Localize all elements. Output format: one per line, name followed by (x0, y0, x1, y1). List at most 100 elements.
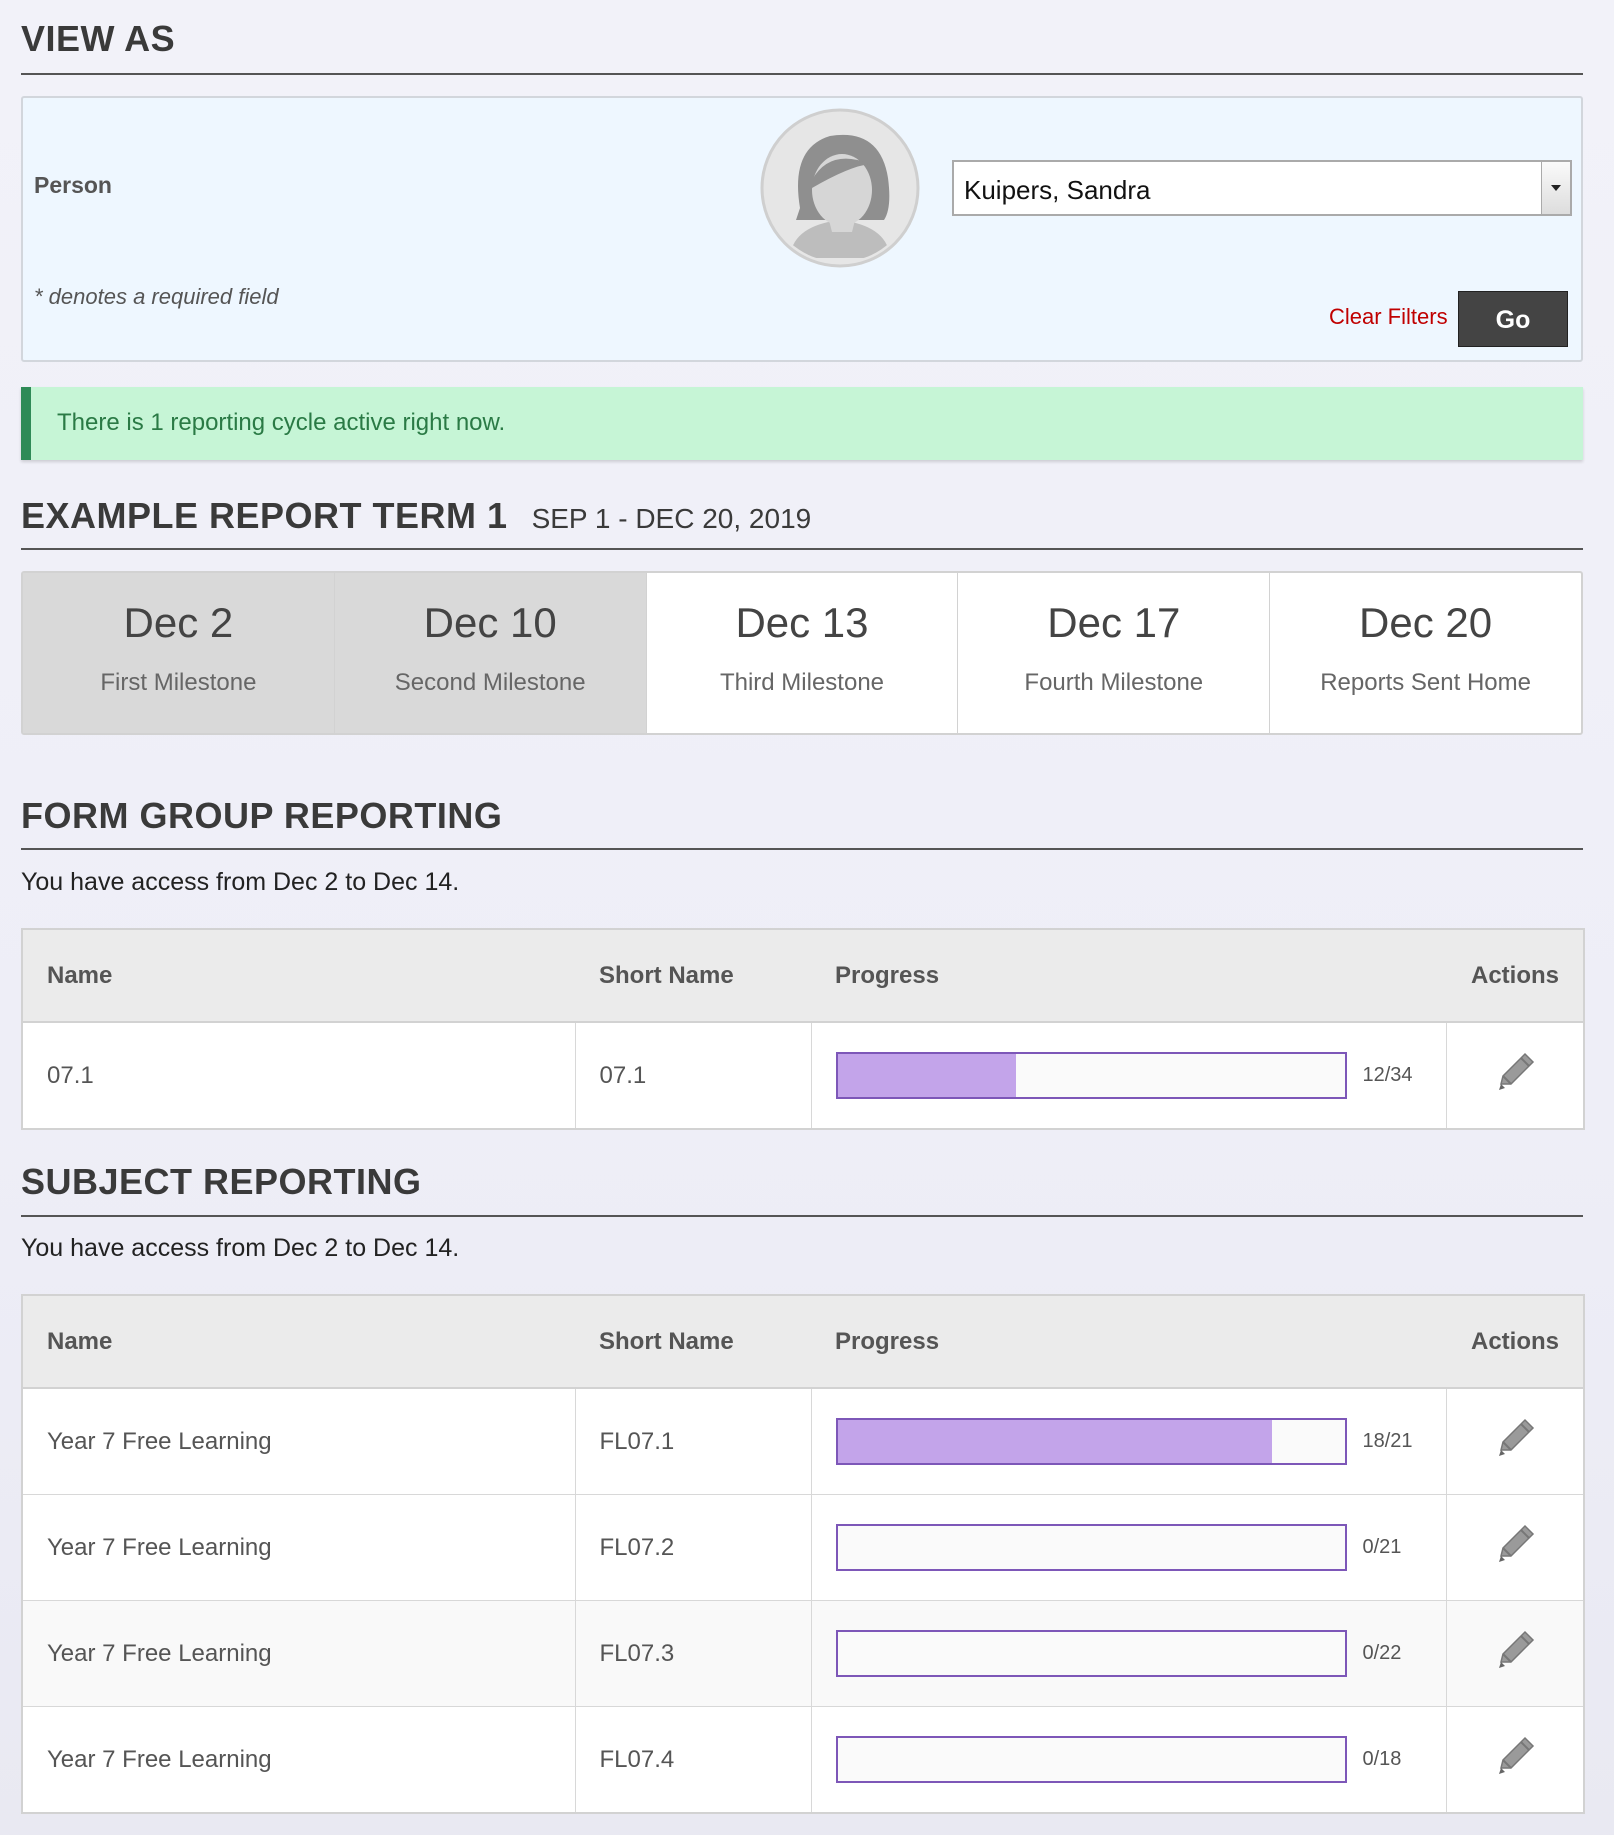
milestone: Dec 17 Fourth Milestone (958, 573, 1271, 733)
progress-bar (835, 1418, 1347, 1465)
go-button[interactable]: Go (1458, 291, 1568, 347)
milestone-date: Dec 17 (1047, 599, 1181, 646)
row: Year 7 Free Learning FL07.4 0/18 (22, 1706, 1584, 1814)
short-name-cell: FL07.4 (575, 1706, 812, 1814)
progress-bar (835, 1736, 1347, 1783)
progress-cell: 18/21 (811, 1388, 1447, 1495)
heading: EXAMPLE REPORT TERM 1 SEP 1 - DEC 20, 201… (21, 495, 1583, 537)
column-header: Name (22, 929, 575, 1023)
row: 07.1 07.1 12/34 (22, 1022, 1584, 1130)
table: Name Short Name Progress Actions 07.1 07.1 12/… (21, 928, 1585, 1130)
heading: SUBJECT REPORTING (21, 1161, 422, 1202)
milestones: Dec 2 First Milestone Dec 10 Second Milesto… (21, 571, 1583, 735)
progress-label: 0/22 (1362, 1642, 1402, 1664)
milestone: Dec 20 Reports Sent Home (1270, 573, 1581, 733)
progress-cell: 0/18 (811, 1706, 1447, 1814)
heading: VIEW AS (21, 18, 176, 59)
edit-button[interactable] (1491, 1630, 1539, 1680)
select-arrow (1541, 162, 1570, 214)
actions-cell (1446, 1388, 1584, 1495)
name-cell: Year 7 Free Learning (22, 1388, 576, 1495)
milestone-label: Reports Sent Home (1320, 669, 1531, 696)
progress-cell: 0/22 (811, 1600, 1447, 1707)
thead: Name Short Name Progress Actions (22, 929, 1584, 1023)
table: Name Short Name Progress Actions Year 7 Free… (21, 1294, 1585, 1814)
milestone-label: Second Milestone (394, 669, 586, 696)
access-text: You have access from Dec 2 to Dec 14. (21, 868, 460, 896)
edit-button[interactable] (1491, 1052, 1539, 1102)
milestone-date: Dec 20 (1359, 599, 1493, 646)
rule (21, 848, 1583, 850)
alert-text: There is 1 reporting cycle active right … (57, 409, 506, 436)
progress-label: 0/18 (1362, 1748, 1402, 1770)
name-cell: Year 7 Free Learning (22, 1600, 576, 1707)
access-text: You have access from Dec 2 to Dec 14. (21, 1234, 460, 1262)
actions-cell (1446, 1022, 1584, 1130)
clear-filters[interactable]: Clear Filters (1329, 304, 1448, 329)
view-as-panel: Person Kuipers, Sandra * denotes a requi… (21, 96, 1583, 362)
actions-cell (1446, 1494, 1584, 1601)
short-name-cell: 07.1 (575, 1022, 812, 1130)
column-header: Progress (811, 1295, 1446, 1389)
progress-label: 0/21 (1362, 1536, 1402, 1558)
progress-bar (835, 1052, 1347, 1099)
thead: Name Short Name Progress Actions (22, 1295, 1584, 1389)
table-wrap: Name Short Name Progress Actions Year 7 Free… (21, 1294, 1585, 1814)
milestone-label: First Milestone (100, 669, 257, 696)
edit-button[interactable] (1491, 1524, 1539, 1574)
milestone-date: Dec 2 (123, 599, 234, 646)
milestone-label: Third Milestone (719, 669, 885, 696)
progress-label: 12/34 (1362, 1064, 1413, 1086)
column-header: Actions (1446, 929, 1584, 1023)
term-dates: SEP 1 - DEC 20, 2019 (531, 503, 812, 534)
milestone-date: Dec 13 (735, 599, 869, 646)
heading: FORM GROUP REPORTING (21, 795, 503, 836)
short-name-cell: FL07.1 (575, 1388, 812, 1495)
row: Year 7 Free Learning FL07.2 0/21 (22, 1494, 1584, 1601)
view-as-heading: VIEW AS (21, 18, 1583, 60)
term-title: EXAMPLE REPORT TERM 1 (21, 495, 508, 536)
rule (21, 73, 1583, 75)
column-header: Short Name (575, 929, 811, 1023)
person-select[interactable]: Kuipers, Sandra (952, 160, 1572, 216)
progress-fill (837, 1420, 1273, 1463)
header-row: Name Short Name Progress Actions (22, 929, 1584, 1023)
column-header: Name (22, 1295, 575, 1389)
tbody: 07.1 07.1 12/34 (22, 1022, 1584, 1130)
form-group-heading: FORM GROUP REPORTING (21, 795, 1583, 837)
table-wrap: Name Short Name Progress Actions 07.1 07.1 12/… (21, 928, 1585, 1130)
required-note: * denotes a required field (34, 284, 279, 309)
name-cell: 07.1 (22, 1022, 576, 1130)
progress-label: 18/21 (1362, 1430, 1413, 1452)
progress-bar (835, 1524, 1347, 1571)
column-header: Actions (1446, 1295, 1584, 1389)
header-row: Name Short Name Progress Actions (22, 1295, 1584, 1389)
progress-bar (835, 1630, 1347, 1677)
progress-cell: 0/21 (811, 1494, 1447, 1601)
row: Year 7 Free Learning FL07.3 0/22 (22, 1600, 1584, 1707)
avatar (760, 108, 920, 268)
milestone-label: Fourth Milestone (1024, 669, 1204, 696)
short-name-cell: FL07.3 (575, 1600, 812, 1707)
milestone-date: Dec 10 (423, 599, 557, 646)
name-cell: Year 7 Free Learning (22, 1706, 576, 1814)
name-cell: Year 7 Free Learning (22, 1494, 576, 1601)
term-heading: EXAMPLE REPORT TERM 1 SEP 1 - DEC 20, 201… (21, 495, 1583, 537)
actions-cell (1446, 1706, 1584, 1814)
milestone: Dec 13 Third Milestone (647, 573, 959, 733)
select-value: Kuipers, Sandra (964, 175, 1151, 205)
column-header: Progress (811, 929, 1446, 1023)
alert: There is 1 reporting cycle active right … (21, 387, 1583, 460)
short-name-cell: FL07.2 (575, 1494, 812, 1601)
field-label: Person (34, 172, 112, 198)
rule (21, 1215, 1583, 1217)
progress-fill (837, 1054, 1017, 1097)
actions-cell (1446, 1600, 1584, 1707)
edit-button[interactable] (1491, 1418, 1539, 1468)
rule (21, 548, 1583, 550)
milestone: Dec 2 First Milestone (23, 573, 335, 733)
edit-button[interactable] (1491, 1736, 1539, 1786)
tbody: Year 7 Free Learning FL07.1 18/21 Year 7 Fr… (22, 1388, 1584, 1814)
subject-heading: SUBJECT REPORTING (21, 1161, 1583, 1203)
